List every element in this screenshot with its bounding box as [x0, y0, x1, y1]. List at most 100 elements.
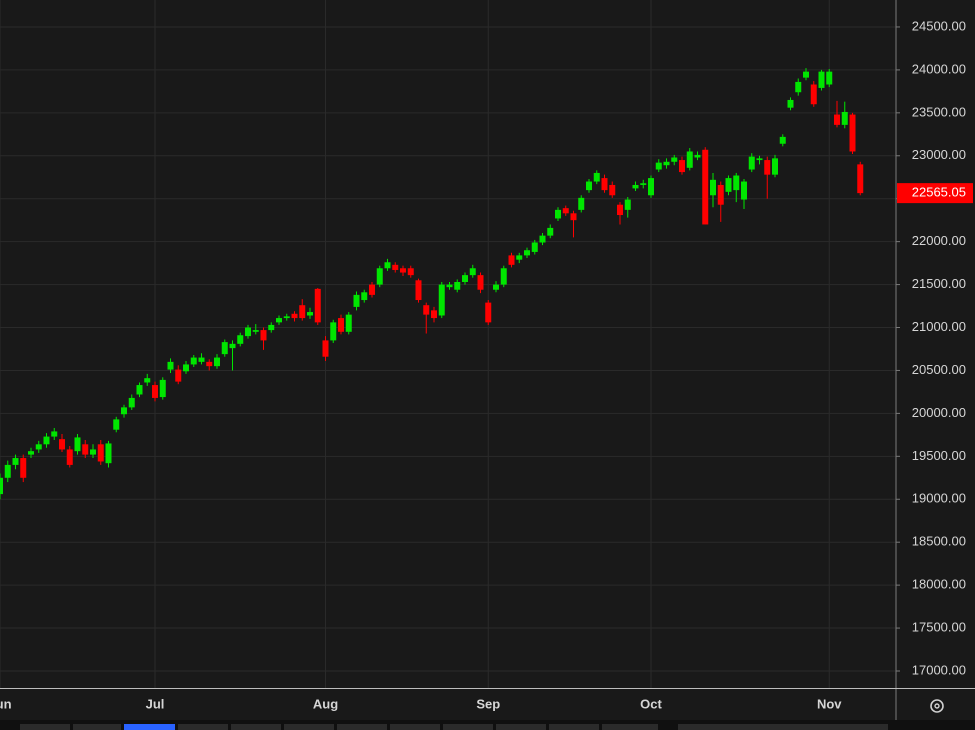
- candle-body: [113, 419, 120, 430]
- candle-body: [121, 407, 127, 415]
- candle-body: [857, 164, 864, 194]
- candle-body: [772, 158, 778, 175]
- candle-body: [152, 385, 158, 398]
- candle-body: [20, 458, 27, 478]
- candle-body: [35, 444, 42, 450]
- y-tick-label: 23500.00: [912, 104, 966, 119]
- candle-body: [586, 181, 592, 191]
- y-tick-label: 18500.00: [912, 534, 966, 549]
- candle-body: [477, 275, 484, 290]
- candle-body: [97, 444, 104, 462]
- candle-body: [400, 268, 406, 273]
- toolbar-tab[interactable]: [602, 724, 658, 730]
- toolbar-tab[interactable]: [20, 724, 70, 730]
- toolbar-tab[interactable]: [231, 724, 281, 730]
- y-tick-label: 22000.00: [912, 233, 966, 248]
- x-tick-label: Jun: [0, 696, 12, 711]
- candle-body: [710, 179, 716, 196]
- candle-body: [694, 154, 701, 158]
- candle-body: [493, 284, 499, 290]
- candle-body: [376, 268, 383, 285]
- candle-body: [485, 302, 492, 323]
- last-price-box: [897, 183, 973, 204]
- candle-body: [245, 327, 251, 337]
- x-tick-label: Oct: [640, 696, 662, 711]
- candle-body: [717, 184, 724, 205]
- y-tick-label: 20000.00: [912, 405, 966, 420]
- toolbar-tab[interactable]: [443, 724, 493, 730]
- toolbar-tab[interactable]: [178, 724, 228, 730]
- candle-body: [841, 111, 848, 125]
- candle-body: [291, 313, 298, 319]
- y-tick-label: 24000.00: [912, 61, 966, 76]
- settings-button[interactable]: [930, 699, 944, 713]
- candle-body: [322, 340, 329, 357]
- candle-body: [787, 99, 794, 108]
- candle-body: [361, 292, 368, 301]
- candle-body: [834, 114, 840, 125]
- candle-body: [105, 443, 112, 464]
- candle-body: [679, 160, 685, 173]
- candle-body: [423, 305, 430, 315]
- candle-body: [671, 157, 678, 162]
- toolbar-tab[interactable]: [390, 724, 440, 730]
- toolbar-tab[interactable]: [337, 724, 387, 730]
- last-price-label: 22565.05: [912, 185, 966, 200]
- y-tick-label: 17500.00: [912, 619, 966, 634]
- candle-body: [741, 181, 747, 200]
- toolbar-tab[interactable]: [284, 724, 334, 730]
- toolbar-tab[interactable]: [549, 724, 599, 730]
- candle-body: [524, 250, 530, 256]
- candle-body: [128, 397, 135, 408]
- gear-icon[interactable]: [930, 699, 944, 713]
- candle-body: [593, 172, 600, 182]
- candle-body: [446, 284, 453, 288]
- candle-body: [59, 439, 65, 450]
- candle-body: [748, 156, 755, 170]
- candle-body: [547, 227, 554, 236]
- toolbar-tab[interactable]: [496, 724, 546, 730]
- candle-body: [756, 158, 763, 161]
- y-tick-label: 21500.00: [912, 276, 966, 291]
- toolbar-tab[interactable]: [73, 724, 121, 730]
- candle-body: [469, 268, 476, 276]
- candle-body: [345, 314, 352, 332]
- candle-body: [663, 161, 670, 166]
- candle-body: [570, 213, 577, 221]
- candle-body: [283, 316, 290, 319]
- y-tick-label: 18000.00: [912, 577, 966, 592]
- y-tick-label: 19500.00: [912, 448, 966, 463]
- x-tick-label: Nov: [817, 696, 842, 711]
- candle-body: [617, 204, 623, 216]
- candle-body: [82, 444, 89, 455]
- candle-body: [555, 209, 561, 219]
- candle-body: [183, 364, 189, 372]
- candle-body: [640, 183, 647, 185]
- candle-body: [826, 71, 833, 85]
- candle-body: [578, 197, 585, 210]
- candle-body: [779, 136, 786, 144]
- candle-body: [167, 361, 174, 370]
- candle-body: [849, 114, 856, 152]
- candle-body: [4, 464, 11, 478]
- x-tick-label: Sep: [476, 696, 500, 711]
- candle-body: [28, 451, 34, 455]
- candle-body: [462, 275, 468, 283]
- gear-center[interactable]: [934, 703, 940, 709]
- toolbar-tab-active[interactable]: [124, 724, 175, 730]
- candle-body: [136, 385, 143, 395]
- candle-body: [601, 178, 608, 191]
- candle-body: [733, 175, 740, 191]
- y-tick-label: 24500.00: [912, 18, 966, 33]
- candle-body: [190, 357, 197, 365]
- toolbar-field[interactable]: [678, 724, 888, 730]
- candle-body: [702, 149, 709, 225]
- candle-body: [624, 199, 631, 210]
- candle-body: [299, 305, 306, 319]
- candle-body: [221, 342, 228, 355]
- candle-body: [810, 84, 817, 105]
- candles: [0, 68, 864, 500]
- candle-body: [454, 282, 461, 290]
- candle-body: [74, 437, 81, 452]
